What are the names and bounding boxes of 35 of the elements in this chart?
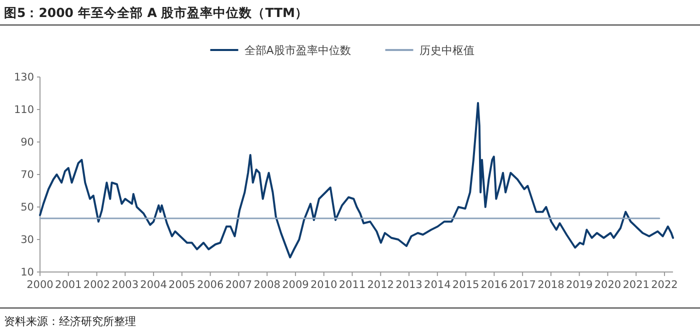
legend-label: 历史中枢值 [419,44,474,57]
x-tick-label: 2012 [367,279,394,291]
y-tick-label: 90 [20,136,34,149]
y-tick-label: 30 [20,234,34,246]
x-tick-label: 2009 [282,279,309,291]
x-tick-label: 2021 [622,279,650,291]
y-tick-label: 10 [20,266,34,279]
y-tick-label: 50 [20,202,34,214]
x-tick-label: 2003 [112,279,139,291]
x-tick-label: 2015 [452,279,480,291]
x-tick-label: 2016 [480,279,508,291]
y-tick-label: 70 [20,169,34,182]
y-tick-label: 110 [14,104,34,116]
x-tick-label: 2000 [26,279,54,291]
legend-label: 全部A股市盈率中位数 [244,44,351,57]
x-tick-label: 2010 [310,279,338,291]
x-tick-label: 2019 [566,279,593,291]
x-tick-label: 2018 [538,279,564,291]
x-tick-label: 2014 [424,279,452,291]
x-tick-label: 2022 [651,279,678,291]
x-tick-label: 2008 [254,279,280,291]
x-tick-label: 2011 [338,279,366,291]
line-series [39,102,674,258]
y-tick-label: 130 [14,72,34,84]
x-tick-label: 2017 [509,279,536,291]
x-tick-label: 2004 [140,279,168,291]
text: 资料来源：经济研究所整理 [4,315,136,328]
x-tick-label: 2007 [225,279,252,291]
x-tick-label: 2005 [168,279,196,291]
chart-title: 图5：2000 年至今全部 A 股市盈率中位数（TTM） [4,5,308,20]
x-tick-label: 2001 [55,279,82,291]
x-tick-label: 2020 [594,279,622,291]
x-tick-label: 2002 [83,279,110,291]
x-tick-label: 2013 [396,279,422,291]
x-tick-label: 2006 [196,279,224,291]
